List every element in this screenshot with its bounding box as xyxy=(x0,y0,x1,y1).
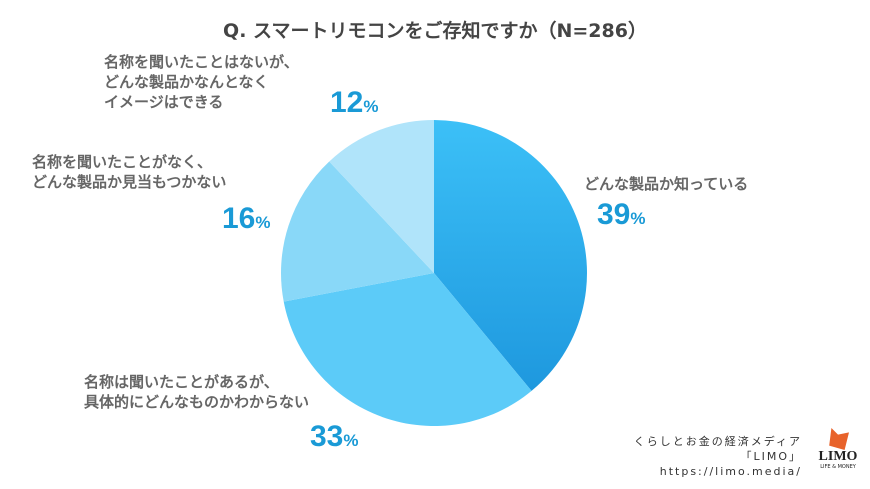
slice-label-line: どんな製品かなんとなく xyxy=(104,73,269,91)
slice-label-0: どんな製品か知っている xyxy=(584,174,748,194)
credit-line: くらしとお金の経済メディア xyxy=(633,435,802,448)
slice-pct-1: 33% xyxy=(310,420,359,454)
slice-pct-2: 16% xyxy=(222,202,271,236)
pct-value: 16 xyxy=(222,202,256,235)
slice-label-1: 名称は聞いたことがあるが、具体的にどんなものかわからない xyxy=(84,372,309,412)
fox-icon xyxy=(829,428,849,450)
slice-label-line: どんな製品か知っている xyxy=(584,175,749,193)
pie-slice-1 xyxy=(283,273,532,427)
pct-unit: % xyxy=(255,213,271,232)
slice-label-line: 具体的にどんなものかわからない xyxy=(84,393,310,411)
slice-label-line: 名称は聞いたことがあるが、 xyxy=(84,373,279,391)
pie-slice-2 xyxy=(281,161,434,302)
slice-label-line: イメージはできる xyxy=(104,93,224,111)
slice-label-2: 名称を聞いたことがなく、 どんな製品か見当もつかない xyxy=(32,152,226,192)
credit-line: 「LIMO」 xyxy=(740,450,802,463)
slice-label-line: 名称を聞いたことはないが、 xyxy=(104,53,299,71)
pct-unit: % xyxy=(363,97,379,116)
slice-label-line: どんな製品か見当もつかない xyxy=(32,173,227,191)
pct-value: 39 xyxy=(597,198,631,231)
limo-logo: LIMO LIFE & MONEY xyxy=(813,428,863,470)
pie-slice-3 xyxy=(329,120,434,273)
pie-slice-0 xyxy=(434,120,588,391)
slice-pct-3: 12% xyxy=(330,86,379,120)
pct-value: 33 xyxy=(310,420,344,453)
pct-value: 12 xyxy=(330,86,364,119)
logo-brand: LIMO xyxy=(818,449,858,464)
pct-unit: % xyxy=(630,209,646,228)
pct-unit: % xyxy=(343,431,359,450)
credit-url: https://limo.media/ xyxy=(659,465,802,478)
chart-title: Q. スマートリモコンをご存知ですか（N=286） xyxy=(223,20,647,42)
logo-tagline: LIFE & MONEY xyxy=(820,464,856,470)
slice-label-line: 名称を聞いたことがなく、 xyxy=(32,153,213,171)
slice-label-3: 名称を聞いたことはないが、 どんな製品かなんとなく イメージはできる xyxy=(104,52,299,112)
source-credit: くらしとお金の経済メディア 「LIMO」 https://limo.media/ xyxy=(634,434,802,479)
slice-pct-0: 39% xyxy=(597,198,646,232)
